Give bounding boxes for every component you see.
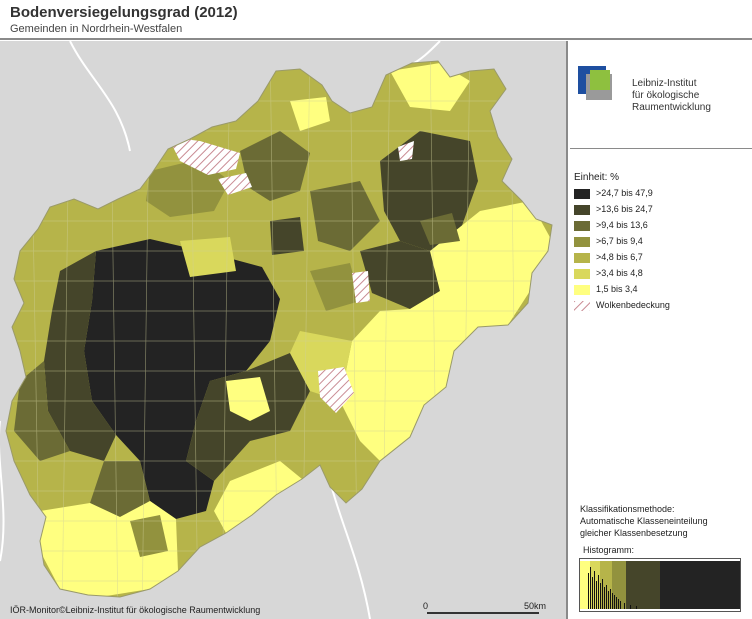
cloud-cover-area bbox=[168, 137, 240, 175]
institute-name-line1: Leibniz-Institut bbox=[632, 78, 697, 89]
municipality-map[interactable] bbox=[0, 41, 566, 619]
legend-item-cloud: Wolkenbedeckung bbox=[574, 300, 744, 312]
header-divider bbox=[0, 38, 752, 40]
legend-label: >6,7 bis 9,4 bbox=[596, 236, 643, 246]
cloud-cover-area bbox=[398, 141, 414, 161]
copyright-text: IÖR-Monitor©Leibniz-Institut für ökologi… bbox=[10, 605, 261, 615]
legend-swatch bbox=[574, 269, 590, 279]
cloud-cover-area bbox=[218, 173, 252, 195]
state-area bbox=[6, 61, 552, 597]
cloud-cover-area bbox=[318, 367, 354, 413]
scale-bar bbox=[427, 612, 539, 614]
legend-swatch bbox=[574, 237, 590, 247]
legend-divider bbox=[570, 148, 752, 149]
legend-label: >4,8 bis 6,7 bbox=[596, 252, 643, 262]
classification-method: Klassifikationsmethode: Automatische Kla… bbox=[580, 503, 748, 539]
legend-item: >13,6 bis 24,7 bbox=[574, 204, 744, 216]
legend-item: >9,4 bis 13,6 bbox=[574, 220, 744, 232]
legend-swatch bbox=[574, 253, 590, 263]
method-line3: gleicher Klassenbesetzung bbox=[580, 528, 688, 538]
municipality-borders bbox=[6, 61, 552, 597]
legend-unit: Einheit: % bbox=[574, 172, 620, 183]
legend-item: 1,5 bis 3,4 bbox=[574, 284, 744, 296]
map-header: Bodenversiegelungsgrad (2012) Gemeinden … bbox=[0, 0, 752, 40]
legend-label-cloud: Wolkenbedeckung bbox=[596, 300, 670, 310]
cloud-cover-area bbox=[352, 271, 370, 303]
histogram-bars bbox=[588, 567, 637, 609]
map-panel[interactable] bbox=[0, 41, 566, 619]
legend-item: >6,7 bis 9,4 bbox=[574, 236, 744, 248]
histogram-label: Histogramm: bbox=[583, 545, 635, 555]
legend-label: >13,6 bis 24,7 bbox=[596, 204, 653, 214]
institute-name-line2: für ökologische bbox=[632, 90, 700, 101]
legend-item: >3,4 bis 4,8 bbox=[574, 268, 744, 280]
method-line2: Automatische Klasseneinteilung bbox=[580, 516, 708, 526]
institute-name: Leibniz-Institut für ökologische Raument… bbox=[632, 78, 742, 114]
legend-label: >24,7 bis 47,9 bbox=[596, 188, 653, 198]
legend-label: >3,4 bis 4,8 bbox=[596, 268, 643, 278]
page-title: Bodenversiegelungsgrad (2012) bbox=[10, 4, 238, 21]
histogram-chart bbox=[580, 561, 740, 609]
legend-swatch bbox=[574, 285, 590, 295]
legend-swatch bbox=[574, 189, 590, 199]
panel-divider bbox=[566, 41, 568, 619]
scale-label-start: 0 bbox=[423, 601, 429, 611]
legend-swatch bbox=[574, 221, 590, 231]
legend-item: >24,7 bis 47,9 bbox=[574, 188, 744, 200]
scale-label-end: 50km bbox=[524, 601, 547, 611]
ioer-logo-icon bbox=[578, 66, 618, 106]
cloud-hatch-icon bbox=[574, 301, 590, 311]
legend-label: 1,5 bis 3,4 bbox=[596, 284, 638, 294]
legend-swatch bbox=[574, 205, 590, 215]
legend-label: >9,4 bis 13,6 bbox=[596, 220, 648, 230]
legend-item: >4,8 bis 6,7 bbox=[574, 252, 744, 264]
page-subtitle: Gemeinden in Nordrhein-Westfalen bbox=[10, 23, 183, 35]
background-borders bbox=[0, 41, 441, 619]
institute-name-line3: Raumentwicklung bbox=[632, 102, 711, 113]
histogram bbox=[579, 558, 741, 612]
method-heading: Klassifikationsmethode: bbox=[580, 504, 675, 514]
